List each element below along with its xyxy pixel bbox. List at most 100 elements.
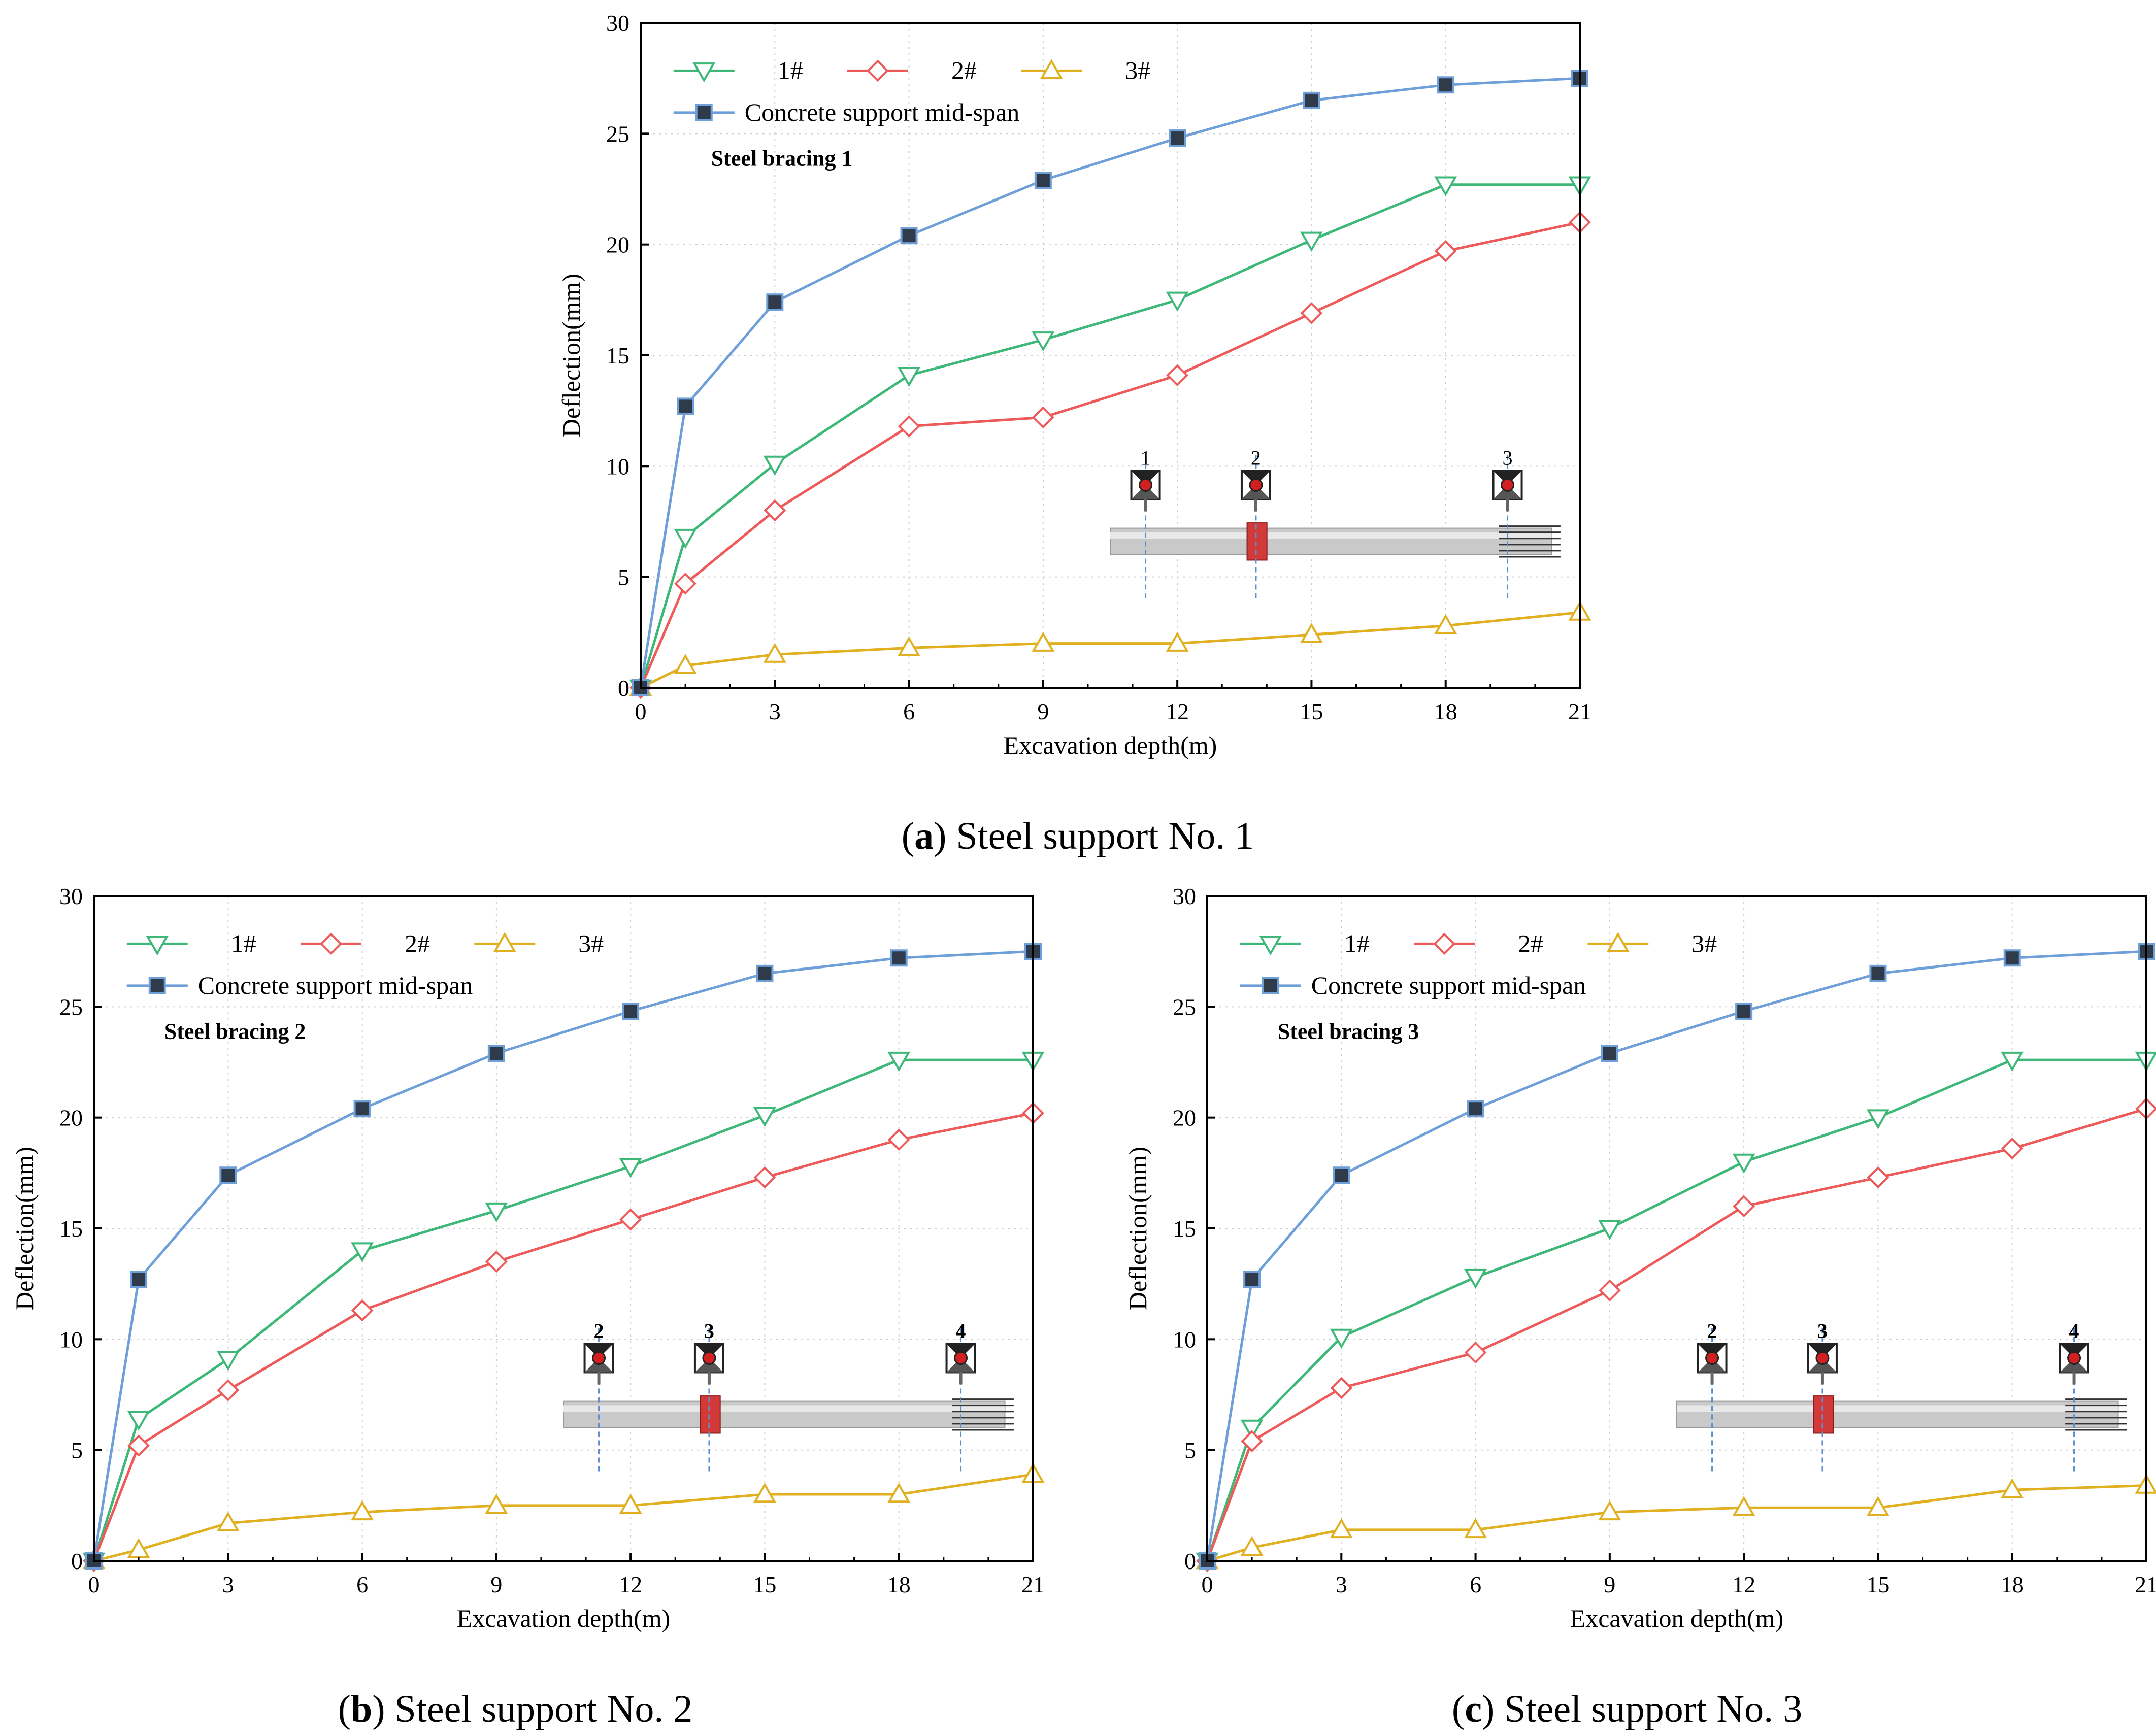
strain-gauge-icon bbox=[1697, 1343, 1728, 1385]
legend-label-3: 3# bbox=[578, 929, 604, 957]
x-tick-label: 9 bbox=[490, 1572, 502, 1597]
y-tick-label: 30 bbox=[1173, 883, 1196, 909]
inset-gauge-label: 1 bbox=[1141, 446, 1151, 469]
gauge-dot bbox=[1501, 478, 1515, 492]
gauge-wedge bbox=[1808, 1344, 1837, 1358]
data-point-2 bbox=[127, 1434, 150, 1457]
y-tick-label: 30 bbox=[606, 10, 629, 36]
gauge-wedge bbox=[946, 1344, 975, 1358]
data-point-1 bbox=[619, 1158, 642, 1178]
y-tick-label: 10 bbox=[1173, 1326, 1196, 1352]
gauge-wedge bbox=[1241, 471, 1270, 485]
legend-label-concrete: Concrete support mid-span bbox=[1311, 971, 1586, 999]
data-point-2 bbox=[1599, 1279, 1621, 1302]
y-tick-label: 20 bbox=[59, 1105, 83, 1131]
x-tick-label: 9 bbox=[1604, 1572, 1615, 1597]
data-point-2 bbox=[753, 1166, 776, 1189]
data-point-concrete bbox=[219, 1166, 237, 1184]
data-point-concrete bbox=[766, 293, 784, 311]
data-point-3 bbox=[1166, 631, 1189, 652]
caption-b: (b) Steel support No. 2 bbox=[338, 1688, 693, 1730]
data-point-2 bbox=[485, 1250, 508, 1273]
data-point-3 bbox=[1866, 1496, 1889, 1516]
gauge-wedge bbox=[1493, 485, 1522, 499]
gauge-dot bbox=[2067, 1351, 2081, 1365]
y-axis-label: Deflection(mm) bbox=[10, 1147, 39, 1310]
data-point-concrete bbox=[1437, 76, 1454, 94]
data-point-1 bbox=[1330, 1328, 1353, 1349]
legend-marker-2 bbox=[1433, 932, 1455, 955]
x-axis-label: Excavation depth(m) bbox=[1004, 731, 1217, 759]
y-tick-label: 15 bbox=[1173, 1216, 1196, 1242]
inset-gauge-label: 3 bbox=[1817, 1319, 1828, 1342]
gauge-dot bbox=[1815, 1351, 1830, 1365]
inset-gauge-label: 2 bbox=[1707, 1319, 1717, 1342]
data-point-3 bbox=[1330, 1518, 1353, 1539]
gauge-dot bbox=[954, 1351, 968, 1365]
legend-marker-1 bbox=[692, 62, 716, 83]
x-tick-label: 18 bbox=[2001, 1572, 2024, 1597]
data-point-concrete bbox=[1869, 964, 1887, 982]
x-tick-label: 21 bbox=[1021, 1572, 1045, 1597]
data-point-3 bbox=[1300, 623, 1323, 643]
x-tick-label: 12 bbox=[1732, 1572, 1755, 1597]
strut-inset: 2 3 4 bbox=[563, 1319, 1014, 1475]
data-point-concrete bbox=[1034, 172, 1052, 189]
chart-panel-b: 2 3 4 0 3 6 9 12 15 18 21 0 5 10 15 20 25 30 Excavation de… bbox=[10, 883, 1045, 1632]
data-point-concrete bbox=[2003, 949, 2021, 967]
y-tick-label: 5 bbox=[71, 1438, 83, 1463]
inset-gauge-label: 4 bbox=[2069, 1319, 2079, 1342]
data-point-concrete bbox=[1601, 1045, 1618, 1062]
data-point-3 bbox=[763, 643, 786, 663]
strut-red-connector bbox=[1246, 522, 1268, 561]
y-tick-label: 0 bbox=[618, 675, 629, 701]
gauge-wedge bbox=[584, 1358, 613, 1373]
strut-red-connector bbox=[700, 1395, 721, 1434]
data-point-1 bbox=[127, 1411, 150, 1431]
data-point-2 bbox=[619, 1208, 642, 1231]
x-tick-label: 0 bbox=[88, 1572, 100, 1597]
x-tick-label: 18 bbox=[887, 1572, 911, 1597]
data-point-3 bbox=[898, 636, 921, 656]
y-tick-label: 5 bbox=[618, 564, 629, 590]
data-point-2 bbox=[2001, 1137, 2024, 1160]
x-tick-label: 6 bbox=[903, 698, 915, 724]
gauge-wedge bbox=[1698, 1358, 1727, 1373]
y-tick-label: 5 bbox=[1184, 1438, 1196, 1463]
panel-title: Steel bracing 2 bbox=[164, 1019, 306, 1044]
data-point-1 bbox=[351, 1242, 374, 1262]
data-point-concrete bbox=[130, 1271, 148, 1288]
data-point-concrete bbox=[890, 949, 908, 967]
data-point-1 bbox=[887, 1051, 911, 1072]
y-tick-label: 0 bbox=[1184, 1548, 1196, 1574]
data-point-3 bbox=[1732, 1496, 1755, 1516]
data-point-1 bbox=[485, 1202, 508, 1223]
data-point-3 bbox=[1464, 1518, 1487, 1539]
legend-marker-1 bbox=[146, 936, 169, 956]
inset-gauge-label: 2 bbox=[1251, 446, 1261, 469]
y-tick-label: 25 bbox=[1173, 994, 1196, 1020]
data-point-1 bbox=[674, 528, 697, 549]
data-point-2 bbox=[217, 1379, 240, 1401]
legend-label-concrete: Concrete support mid-span bbox=[198, 971, 473, 999]
y-axis-label: Deflection(mm) bbox=[557, 274, 585, 437]
data-point-concrete bbox=[353, 1100, 371, 1118]
gauge-wedge bbox=[1131, 485, 1160, 499]
x-tick-label: 3 bbox=[769, 698, 781, 724]
legend-marker-2 bbox=[867, 59, 889, 82]
x-tick-label: 21 bbox=[2135, 1572, 2156, 1597]
data-point-1 bbox=[898, 367, 921, 387]
data-point-1 bbox=[1732, 1153, 1755, 1174]
gauge-wedge bbox=[2060, 1358, 2088, 1373]
data-point-concrete bbox=[1303, 91, 1320, 109]
data-point-3 bbox=[753, 1482, 776, 1503]
strain-gauge-icon bbox=[583, 1343, 614, 1385]
panel-title: Steel bracing 1 bbox=[711, 146, 853, 171]
legend-marker-1 bbox=[1259, 936, 1282, 956]
data-point-concrete bbox=[1243, 1271, 1261, 1288]
y-tick-label: 20 bbox=[606, 232, 629, 258]
legend-label-3: 3# bbox=[1125, 56, 1150, 84]
strut-red-connector bbox=[1813, 1395, 1834, 1434]
data-point-3 bbox=[216, 1511, 240, 1532]
y-tick-label: 10 bbox=[606, 453, 629, 479]
